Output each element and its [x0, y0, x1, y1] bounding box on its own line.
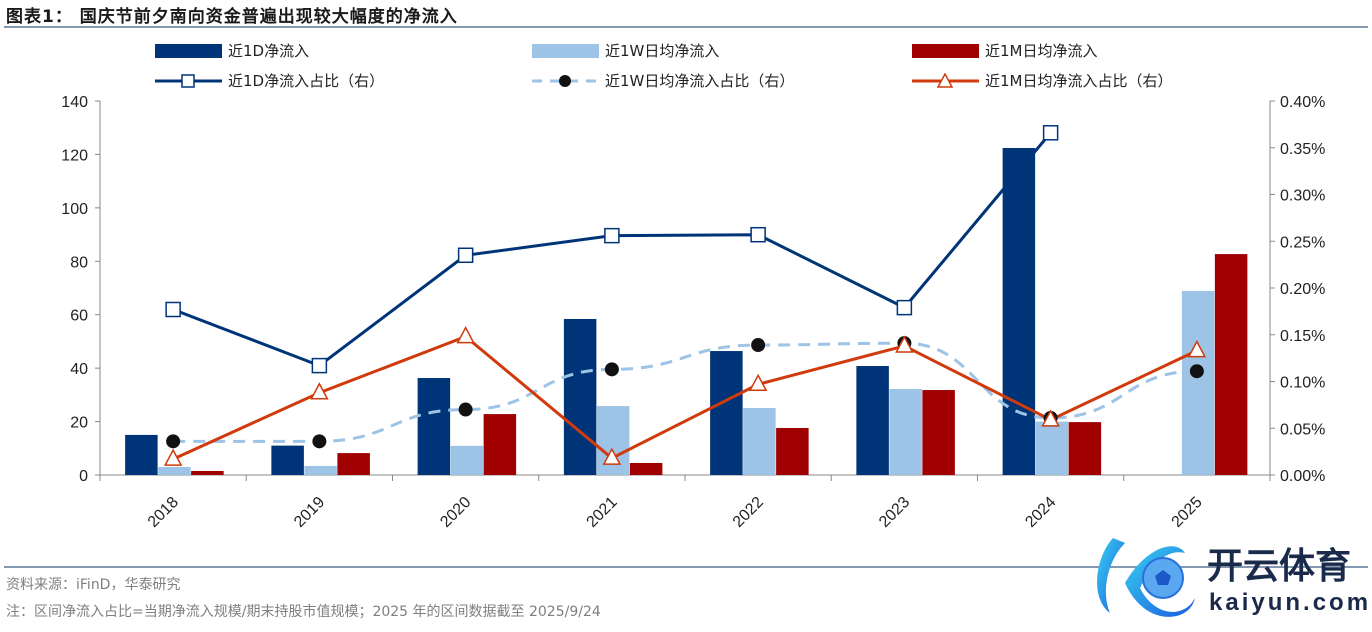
marker-square: [896, 299, 913, 316]
marker-square: [1042, 125, 1059, 141]
marker-dot: [166, 434, 181, 449]
legend-triangle-marker-icon: [912, 72, 979, 88]
marker-dot: [751, 338, 766, 353]
bar-1d: [563, 318, 597, 475]
title-divider: [4, 26, 1368, 28]
source-note: 资料来源：iFinD，华泰研究: [6, 577, 181, 593]
left-tick-label: 60: [70, 308, 88, 325]
legend-swatch-1m: [912, 43, 979, 58]
marker-square: [750, 226, 766, 243]
x-tick-label: 2025: [1169, 494, 1206, 531]
right-tick-label: 0.30%: [1280, 188, 1325, 205]
chart-plot: 0 20 40 60 80 100 120 140 0.00% 0.05% 0.10% 0.15% 0.…: [61, 94, 1325, 531]
bar-1d: [417, 378, 451, 475]
legend-1d-ratio: 近1D净流入占比（右）: [155, 70, 384, 91]
bar-1m: [1068, 422, 1102, 475]
legend-swatch-1w: [532, 43, 599, 58]
x-tick-label: 2024: [1022, 494, 1059, 531]
line-1m-ratio: [172, 334, 1198, 461]
x-tick-label: 2023: [876, 494, 913, 531]
legend-1w-ratio: 近1W日均净流入占比（右）: [532, 70, 794, 91]
legend-swatch-1d: [155, 43, 222, 58]
right-tick-label: 0.35%: [1280, 141, 1325, 158]
chart-title: 图表1： 国庆节前夕南向资金普遍出现较大幅度的净流入: [6, 7, 458, 27]
left-tick-label: 100: [61, 201, 88, 218]
marker-triangle: [310, 382, 329, 400]
left-tick-label: 140: [61, 94, 88, 111]
marker-triangle: [748, 373, 768, 392]
marker-triangle: [456, 326, 475, 344]
left-tick-label: 20: [70, 415, 88, 432]
legend-label: 近1W日均净流入: [605, 42, 720, 60]
line-1d-ratio: [172, 131, 1052, 368]
bar-1m: [1214, 254, 1248, 475]
footer-divider: [4, 566, 1368, 568]
left-tick-label: 80: [70, 254, 88, 271]
marker-square: [604, 227, 620, 244]
right-tick-label: 0.00%: [1280, 468, 1325, 485]
marker-dot: [1189, 364, 1204, 379]
left-tick-label: 40: [70, 361, 88, 378]
legend-label: 近1D净流入占比（右）: [228, 72, 385, 90]
x-tick-label: 2020: [437, 494, 474, 531]
marker-triangle: [602, 447, 622, 465]
bar-1w: [304, 465, 337, 475]
bar-1m: [629, 462, 663, 475]
legend-square-marker-icon: [155, 73, 222, 88]
x-tick-label: 2019: [291, 494, 328, 531]
right-tick-label: 0.10%: [1280, 375, 1325, 392]
marker-square: [165, 301, 181, 318]
bar-1w: [158, 466, 191, 475]
x-tick-label: 2018: [145, 494, 182, 531]
bar-1m: [483, 414, 517, 475]
line-1w-ratio: [173, 341, 1197, 443]
bar-1d: [271, 445, 304, 475]
bar-1d: [710, 351, 743, 475]
legend-label: 近1D净流入: [228, 42, 310, 60]
footnote: 注：区间净流入占比=当期净流入规模/期末持股市值规模；2025 年的区间数据截至…: [6, 604, 601, 620]
bar-1m: [776, 427, 809, 475]
legend-label: 近1W日均净流入占比（右）: [605, 72, 795, 90]
marker-triangle: [1187, 340, 1207, 358]
bar-1w: [1181, 290, 1215, 475]
legend-label: 近1M日均净流入占比（右）: [985, 72, 1173, 90]
right-tick-label: 0.25%: [1280, 234, 1325, 251]
marker-triangle: [895, 335, 914, 353]
kaiyun-logo: 开云体育 kaiyun.com: [1085, 528, 1370, 632]
marker-dot: [604, 362, 619, 377]
left-tick-label: 120: [61, 147, 88, 164]
bar-1d: [856, 366, 889, 475]
bar-1m: [191, 470, 224, 475]
bar-1d: [125, 434, 158, 475]
bar-1w: [889, 388, 922, 475]
legend-1m: 近1M日均净流入: [912, 40, 1098, 61]
right-tick-label: 0.40%: [1280, 94, 1325, 111]
left-tick-label: 0: [79, 468, 88, 485]
legend-1w: 近1W日均净流入: [532, 40, 719, 61]
logo-en-text: kaiyun.com: [1209, 589, 1370, 616]
marker-dot: [312, 434, 327, 449]
bar-1w: [743, 407, 776, 475]
bar-1w: [450, 445, 484, 475]
legend-1d: 近1D净流入: [155, 40, 309, 61]
right-tick-label: 0.15%: [1280, 328, 1325, 345]
bar-1w: [1035, 421, 1069, 475]
marker-square: [457, 247, 474, 264]
marker-square: [311, 357, 328, 374]
bar-1m: [337, 453, 370, 475]
bar-1d: [1002, 148, 1036, 475]
logo-cn-text: 开云体育: [1207, 545, 1351, 586]
legend-1m-ratio: 近1M日均净流入占比（右）: [912, 70, 1173, 91]
legend-label: 近1M日均净流入: [985, 42, 1098, 60]
right-tick-label: 0.05%: [1280, 421, 1325, 438]
marker-triangle: [163, 448, 183, 466]
marker-triangle: [1041, 409, 1060, 427]
legend-dot-marker-icon: [532, 74, 599, 87]
x-tick-label: 2022: [730, 494, 767, 531]
bar-1m: [922, 390, 955, 475]
x-tick-label: 2021: [584, 494, 621, 531]
marker-dot: [458, 402, 473, 417]
right-tick-label: 0.20%: [1280, 281, 1325, 298]
